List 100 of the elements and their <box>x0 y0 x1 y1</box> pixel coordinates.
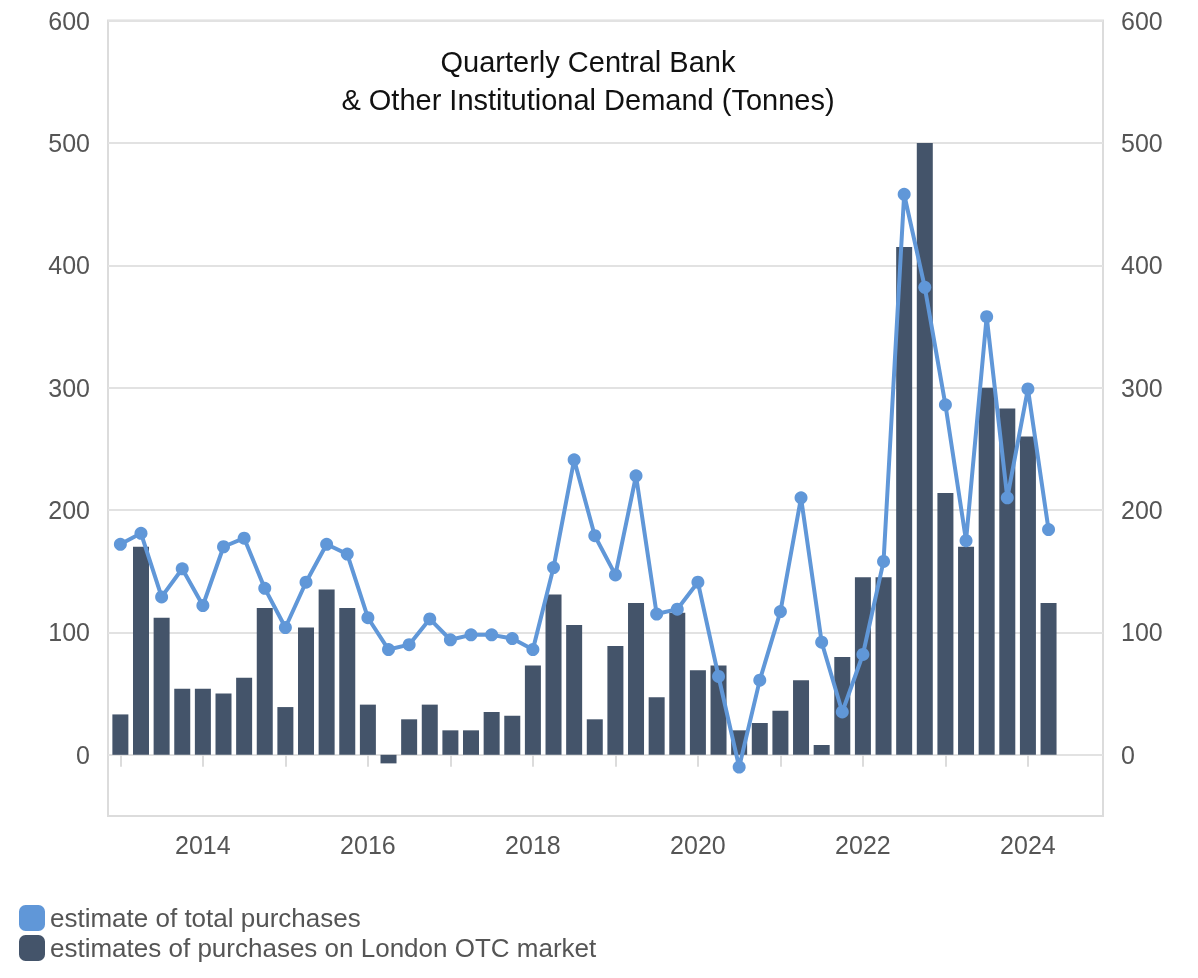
point <box>361 611 375 625</box>
text: Quarterly Central Bank & Other Institutional Demand (Tonnes) <box>341 46 835 116</box>
bar <box>359 704 376 755</box>
bar <box>628 603 645 755</box>
y2-tick-label: 400 <box>1121 251 1163 280</box>
point <box>1042 523 1056 537</box>
bar <box>215 693 232 755</box>
bar <box>174 688 191 755</box>
bar <box>504 715 521 755</box>
point <box>588 529 602 543</box>
x-tick-label: 2016 <box>340 830 396 859</box>
point <box>134 526 148 540</box>
point <box>773 605 787 619</box>
legend-label: estimates of purchases on London OTC market <box>50 933 598 963</box>
bar <box>112 714 129 755</box>
bar <box>751 722 768 755</box>
point <box>340 547 354 561</box>
point <box>547 561 561 575</box>
y2-tick-label: 100 <box>1121 618 1163 647</box>
point <box>526 643 540 657</box>
bar <box>875 577 892 755</box>
bar <box>153 617 170 755</box>
point <box>835 705 849 719</box>
bar <box>256 607 273 755</box>
bar <box>318 589 335 755</box>
y2-tick-label: 0 <box>1121 740 1135 769</box>
x-tick-label: 2018 <box>505 830 561 859</box>
point <box>423 612 437 626</box>
bar <box>896 246 913 755</box>
y2-tick-label: 600 <box>1121 6 1163 35</box>
point <box>217 540 231 554</box>
bar <box>298 627 315 755</box>
point <box>877 554 891 568</box>
point <box>155 590 169 604</box>
point <box>1000 491 1014 505</box>
point <box>897 187 911 201</box>
y-tick-label: 0 <box>76 740 90 769</box>
point <box>237 531 251 545</box>
point <box>443 633 457 647</box>
y-tick-label: 100 <box>48 618 90 647</box>
point <box>1021 382 1035 396</box>
bar <box>689 670 706 755</box>
point <box>732 760 746 774</box>
x-tick-label: 2024 <box>1000 830 1056 859</box>
bar <box>545 594 562 755</box>
bar <box>793 680 810 755</box>
bar <box>463 730 480 755</box>
bar <box>442 730 459 755</box>
bar <box>421 704 438 755</box>
point <box>670 602 684 616</box>
y-tick-label: 400 <box>48 251 90 280</box>
point <box>691 575 705 589</box>
point <box>196 599 210 612</box>
bar <box>586 719 603 755</box>
bar <box>1040 603 1057 755</box>
y-tick-label: 300 <box>48 373 90 402</box>
point <box>464 628 478 642</box>
point <box>567 453 581 467</box>
bar <box>483 711 500 755</box>
point <box>113 537 127 551</box>
y2-tick-label: 200 <box>1121 496 1163 525</box>
bar <box>669 612 686 755</box>
point <box>505 632 519 646</box>
bar <box>194 688 211 755</box>
point <box>608 568 622 582</box>
point <box>856 647 870 661</box>
point <box>918 280 932 294</box>
point <box>382 643 396 657</box>
point <box>959 534 973 548</box>
x-tick-label: 2014 <box>175 830 231 859</box>
y-tick-label: 500 <box>48 128 90 157</box>
bar <box>339 607 356 755</box>
bar <box>937 492 954 755</box>
point <box>175 562 189 576</box>
bar <box>607 645 624 755</box>
bar <box>958 546 975 755</box>
bar <box>524 665 541 755</box>
bar <box>648 697 665 755</box>
y-tick-label: 200 <box>48 496 90 525</box>
point <box>753 673 767 687</box>
bar <box>772 710 789 755</box>
point <box>299 575 313 589</box>
point <box>938 398 952 412</box>
point <box>320 537 334 551</box>
y2-tick-label: 500 <box>1121 128 1163 157</box>
legend-label: estimate of total purchases <box>50 903 361 933</box>
point <box>650 607 664 621</box>
y2-tick-label: 300 <box>1121 373 1163 402</box>
point <box>278 621 292 635</box>
point <box>485 628 499 642</box>
point <box>712 669 726 683</box>
point <box>815 635 829 649</box>
point <box>258 581 272 595</box>
x-tick-label: 2022 <box>835 830 891 859</box>
y-tick-label: 600 <box>48 6 90 35</box>
bar <box>401 719 418 755</box>
bar <box>566 625 583 755</box>
x-tick-label: 2020 <box>670 830 726 859</box>
bar <box>916 142 933 755</box>
point <box>402 638 416 652</box>
